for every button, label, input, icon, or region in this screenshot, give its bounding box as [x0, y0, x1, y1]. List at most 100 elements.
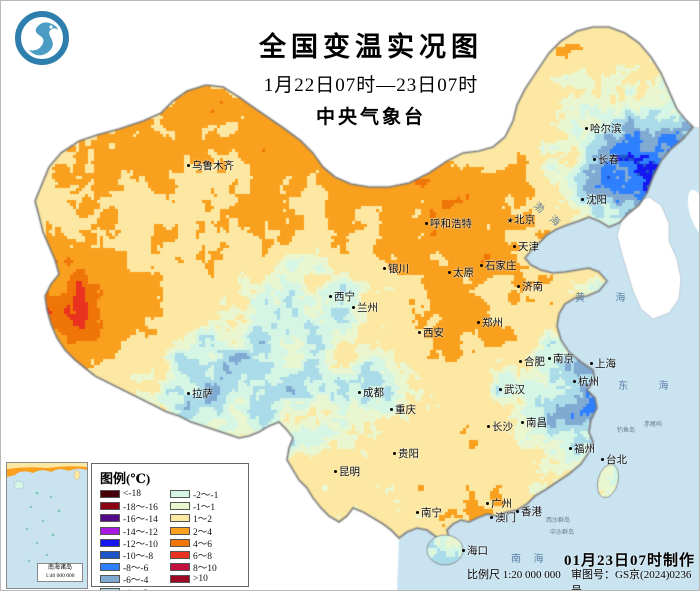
city-dot-icon: [393, 452, 396, 455]
city-dot-icon: [425, 222, 428, 225]
legend-color-swatch: [100, 563, 120, 572]
legend-box: 图例(℃) <-18 -18～-16 -16～-14 -14～-12 -12～-10 -1…: [91, 463, 249, 590]
city-dot-icon: [593, 158, 596, 161]
capital-star-icon: ★: [506, 216, 514, 225]
city-label: 哈尔滨: [585, 121, 622, 136]
legend-color-swatch: [170, 490, 190, 499]
legend-item-label: 8～10: [193, 564, 217, 575]
legend-item: 1～2: [170, 512, 218, 526]
legend-title: 图例(℃): [100, 471, 151, 486]
city-dot-icon: [590, 362, 593, 365]
legend-item: -8～-6: [100, 561, 158, 574]
cma-dragon-logo: [15, 11, 69, 65]
city-label: 济南: [517, 279, 543, 294]
legend-color-swatch: [100, 538, 120, 547]
city-label: 西安: [418, 325, 444, 340]
city-dot-icon: [569, 447, 572, 450]
legend-item: -2～-1: [170, 488, 219, 502]
legend-item: >10: [170, 573, 218, 585]
map-approval-text: 审图号：GS京(2024)0236号: [571, 569, 692, 591]
city-dot-icon: [513, 245, 516, 248]
legend-item-label: -2～-1: [193, 491, 219, 502]
island-name-label: 钓鱼岛: [617, 428, 636, 434]
sea-name-label: 黄 海: [575, 293, 640, 304]
logo-ring: [15, 11, 69, 65]
city-label: 福州: [569, 441, 595, 456]
legend-color-swatch: [100, 575, 120, 584]
island-name-label: 中沙群岛: [550, 530, 575, 536]
legend-column-left: <-18 -18～-16 -16～-14 -14～-12 -12～-10 -10～-8 -8…: [100, 488, 158, 590]
legend-item-label: <-18: [123, 489, 142, 500]
city-dot-icon: [187, 164, 190, 167]
legend-item-label: 4～6: [193, 539, 213, 550]
city-dot-icon: [334, 470, 337, 473]
city-dot-icon: [487, 425, 490, 428]
legend-color-swatch: [170, 575, 190, 584]
city-dot-icon: [329, 295, 332, 298]
city-label: 兰州: [352, 300, 378, 315]
city-label: 贵阳: [393, 446, 419, 461]
city-dot-icon: [383, 267, 386, 270]
city-dot-icon: [480, 264, 483, 267]
city-dot-icon: [516, 510, 519, 513]
city-label: 杭州: [573, 374, 599, 389]
legend-color-swatch: [170, 551, 190, 560]
city-label: 武汉: [499, 382, 525, 397]
inset-label-box: 南海诸岛 1:40 000 000: [37, 563, 83, 582]
city-dot-icon: [585, 127, 588, 130]
legend-color-swatch: [100, 551, 120, 560]
city-label: ★北京: [506, 215, 536, 226]
city-dot-icon: [519, 360, 522, 363]
legend-color-swatch: [100, 514, 120, 523]
legend-item-label: -18～-16: [123, 503, 158, 514]
city-label: 乌鲁木齐: [187, 158, 234, 173]
legend-color-swatch: [170, 538, 190, 547]
legend-color-swatch: [100, 526, 120, 535]
legend-item-label: 2～4: [193, 527, 213, 538]
south-china-sea-inset: 南海诸岛 1:40 000 000: [6, 462, 88, 589]
city-label: 天津: [513, 239, 539, 254]
city-label: 呼和浩特: [425, 216, 472, 231]
city-label: 上海: [590, 356, 616, 371]
city-label: 西宁: [329, 289, 355, 304]
logo-dragon-eye: [49, 25, 53, 29]
city-label: 长春: [593, 152, 619, 167]
city-dot-icon: [352, 306, 355, 309]
legend-item-label: -10～-8: [123, 552, 154, 563]
legend-item: -18～-16: [100, 500, 158, 514]
city-label: 石家庄: [480, 258, 517, 273]
city-label: 郑州: [477, 315, 503, 330]
legend-column-right: -2～-1 -1～1 1～2 2～4 4～6 6～8 8～10 >10: [170, 488, 218, 586]
legend-color-swatch: [170, 502, 190, 511]
city-dot-icon: [416, 511, 419, 514]
map-agency: 中央气象台: [315, 107, 426, 129]
city-dot-icon: [418, 331, 421, 334]
legend-item-label: -14～-12: [123, 527, 158, 538]
city-label: 南宁: [416, 505, 442, 520]
city-dot-icon: [499, 388, 502, 391]
sea-name-label: 南 海: [511, 554, 549, 565]
city-label: 香港: [516, 504, 542, 519]
legend-item-label: -6～-4: [123, 576, 149, 587]
legend-color-swatch: [100, 490, 120, 499]
legend-color-swatch: [170, 526, 190, 535]
legend-item: 4～6: [170, 537, 218, 550]
legend-item-label: 6～8: [193, 552, 213, 563]
legend-item-label: 1～2: [193, 515, 213, 526]
legend-item: 6～8: [170, 549, 218, 563]
city-dot-icon: [358, 391, 361, 394]
city-dot-icon: [548, 357, 551, 360]
legend-item: -10～-8: [100, 549, 158, 563]
city-label: 昆明: [334, 464, 360, 479]
legend-color-swatch: [100, 502, 120, 511]
map-title: 全国变温实况图: [259, 32, 483, 62]
city-label: 合肥: [519, 354, 545, 369]
city-dot-icon: [462, 549, 465, 552]
legend-item: <-18: [100, 488, 158, 500]
city-dot-icon: [490, 516, 493, 519]
city-dot-icon: [390, 408, 393, 411]
map-scale-text: 比例尺 1:20 000 000: [467, 569, 561, 581]
city-dot-icon: [517, 285, 520, 288]
city-label: 广州: [486, 496, 512, 511]
